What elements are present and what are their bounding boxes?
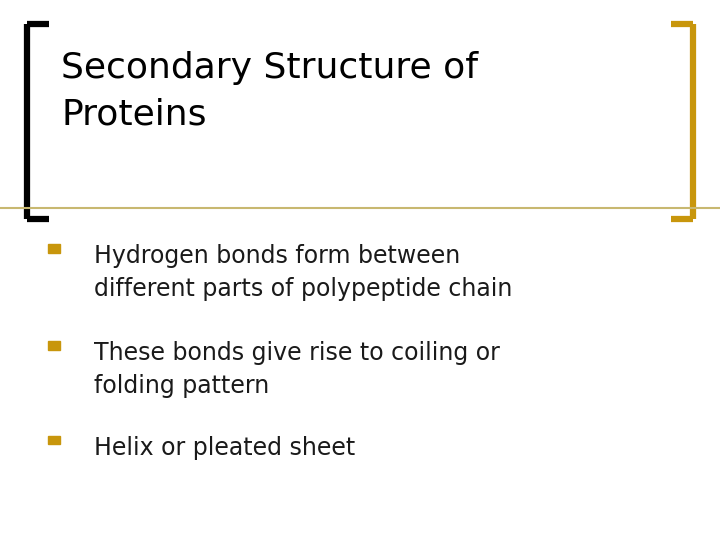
Text: Secondary Structure of: Secondary Structure of bbox=[61, 51, 478, 85]
FancyBboxPatch shape bbox=[48, 341, 60, 350]
Text: These bonds give rise to coiling or
folding pattern: These bonds give rise to coiling or fold… bbox=[94, 341, 500, 398]
Text: Hydrogen bonds form between
different parts of polypeptide chain: Hydrogen bonds form between different pa… bbox=[94, 244, 512, 301]
FancyBboxPatch shape bbox=[48, 436, 60, 444]
Text: Proteins: Proteins bbox=[61, 97, 207, 131]
FancyBboxPatch shape bbox=[48, 244, 60, 253]
Text: Helix or pleated sheet: Helix or pleated sheet bbox=[94, 436, 355, 460]
